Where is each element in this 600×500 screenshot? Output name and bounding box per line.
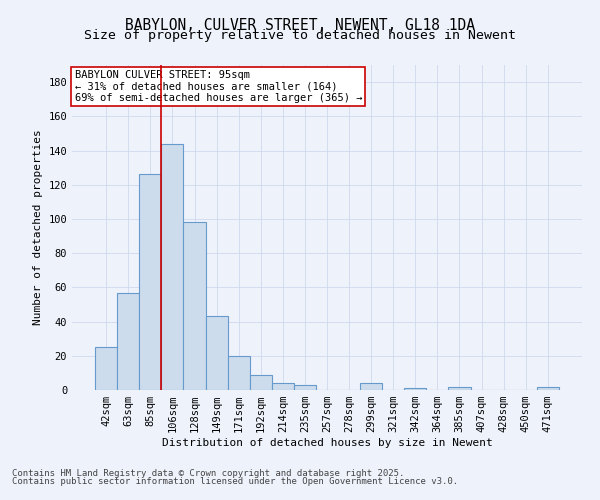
Bar [250, 374, 272, 390]
Bar [404, 388, 427, 390]
Text: Size of property relative to detached houses in Newent: Size of property relative to detached ho… [84, 29, 516, 42]
Bar [117, 292, 139, 390]
Bar [537, 386, 559, 390]
Bar [184, 222, 206, 390]
X-axis label: Distribution of detached houses by size in Newent: Distribution of detached houses by size … [161, 438, 493, 448]
Text: BABYLON CULVER STREET: 95sqm
← 31% of detached houses are smaller (164)
69% of s: BABYLON CULVER STREET: 95sqm ← 31% of de… [74, 70, 362, 103]
Bar [95, 347, 117, 390]
Bar [161, 144, 184, 390]
Bar [206, 316, 227, 390]
Bar [448, 386, 470, 390]
Bar [139, 174, 161, 390]
Bar [272, 383, 294, 390]
Y-axis label: Number of detached properties: Number of detached properties [33, 130, 43, 326]
Bar [227, 356, 250, 390]
Bar [360, 383, 382, 390]
Text: Contains HM Land Registry data © Crown copyright and database right 2025.: Contains HM Land Registry data © Crown c… [12, 468, 404, 477]
Text: BABYLON, CULVER STREET, NEWENT, GL18 1DA: BABYLON, CULVER STREET, NEWENT, GL18 1DA [125, 18, 475, 32]
Text: Contains public sector information licensed under the Open Government Licence v3: Contains public sector information licen… [12, 477, 458, 486]
Bar [294, 385, 316, 390]
